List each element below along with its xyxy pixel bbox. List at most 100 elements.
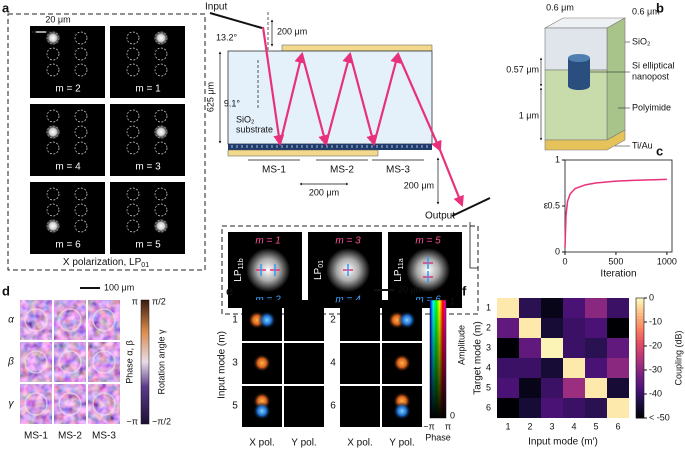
- heatmap-cell: [563, 318, 585, 338]
- heatmap-cell: [519, 358, 541, 378]
- scale-bar-label: 100 μm: [104, 282, 134, 292]
- mode-label: m = 6: [415, 295, 441, 306]
- colorbar-step: [636, 301, 644, 305]
- plot-frame: [564, 159, 673, 253]
- x-tick-label: 1000: [657, 256, 677, 266]
- colorbar-step: [636, 349, 644, 353]
- line: [209, 12, 263, 29]
- nanopost: [568, 58, 590, 86]
- heatmap-cell: [585, 318, 607, 338]
- mode-name: LP01: [313, 260, 325, 280]
- heatmap-cell: [519, 398, 541, 418]
- line: [348, 53, 378, 147]
- column-label: X pol.: [249, 438, 275, 449]
- panel-label: e: [226, 283, 233, 298]
- text-part: X polarization, LP: [63, 257, 142, 268]
- subscript: 01: [141, 262, 149, 269]
- substrate-label: SiO₂: [236, 114, 255, 124]
- colorbar-tick-label: -10: [649, 316, 662, 326]
- colorbar-tick-label: −π/2: [152, 416, 171, 426]
- heatmap-cell: [497, 358, 519, 378]
- colorbar-step: [636, 382, 644, 386]
- core-outline: [46, 187, 60, 201]
- core-outline: [126, 31, 140, 45]
- panel-label: b: [656, 0, 664, 15]
- layer-label: nanopost: [632, 71, 670, 81]
- x-tick-label: 2: [527, 421, 532, 431]
- x-tick-label: 6: [615, 421, 620, 431]
- colorbar-label: Amplitude: [456, 325, 466, 365]
- colorbar-tick-label: 1: [450, 296, 455, 306]
- heatmap-cell: [541, 358, 563, 378]
- colorbar-step: [636, 355, 644, 359]
- glow: [153, 218, 169, 234]
- glow: [398, 311, 416, 329]
- dimension-label: 200 μm: [404, 180, 434, 190]
- colorbar-label: Rotation angle γ: [156, 329, 166, 395]
- colorbar-tick-label: -20: [649, 340, 662, 350]
- colorbar-step: [636, 337, 644, 341]
- series-line: [564, 178, 667, 248]
- heatmap-cell: [563, 398, 585, 418]
- colorbar-step: [636, 373, 644, 377]
- glow: [246, 248, 290, 292]
- colorbar-tick-label: 0: [450, 410, 455, 420]
- glow: [153, 124, 169, 140]
- mode-image: [30, 104, 105, 176]
- line: [438, 149, 464, 208]
- y-tick-label: 0: [555, 246, 560, 256]
- heatmap-cell: [541, 338, 563, 358]
- colorbar-label: Phase: [425, 432, 451, 442]
- colorbar-step: [636, 391, 644, 395]
- line: [278, 51, 306, 145]
- mode-image: [110, 104, 185, 176]
- column-label: Y pol.: [389, 438, 414, 449]
- colorbar-step: [636, 346, 644, 350]
- mode-label: m = 4: [55, 162, 81, 173]
- heatmap-cell: [563, 338, 585, 358]
- core-outline: [74, 31, 88, 45]
- mode-label: m = 1: [135, 84, 161, 95]
- dimension-label: 200 μm: [309, 187, 339, 197]
- column-label: MS-3: [92, 431, 116, 442]
- core-outline: [126, 203, 140, 217]
- colorbar-step: [636, 394, 644, 398]
- core-outline: [74, 141, 88, 155]
- metal-strip: [227, 149, 379, 157]
- layer-label: Ti/Au: [632, 140, 653, 150]
- colorbar-step: [636, 340, 644, 344]
- colorbar-step: [636, 334, 644, 338]
- field-image: [340, 386, 380, 427]
- input-label: Input: [205, 2, 227, 13]
- colorbar-step: [636, 397, 644, 401]
- mode-label: m = 5: [415, 236, 441, 247]
- y-tick-label: 3: [486, 342, 491, 352]
- text-part: LP: [313, 267, 324, 280]
- output-label: Output: [425, 211, 455, 222]
- glow: [253, 402, 271, 420]
- heatmap-cell: [519, 338, 541, 358]
- heatmap-cell: [607, 378, 629, 398]
- subscript: 11b: [238, 258, 245, 269]
- core-outline: [126, 187, 140, 201]
- x-tick-label: 3: [549, 421, 554, 431]
- y-axis-label: ε: [544, 201, 549, 212]
- layer-label: Si elliptical: [632, 60, 675, 70]
- core-outline: [154, 47, 168, 61]
- core-outline: [46, 203, 60, 217]
- panel-label: a: [2, 0, 10, 15]
- heatmap-cell: [563, 378, 585, 398]
- y-tick-label: 4: [486, 362, 491, 372]
- phase-ring: [24, 392, 48, 416]
- heatmap-cell: [607, 318, 629, 338]
- glow: [568, 54, 590, 62]
- substrate-label: substrate: [236, 124, 273, 134]
- caption: X polarization, LP01: [63, 257, 149, 269]
- colorbar-step: [636, 379, 644, 383]
- metasurface-label: MS-2: [330, 165, 354, 176]
- heatmap-cell: [541, 398, 563, 418]
- colorbar-step: [636, 304, 644, 308]
- heatmap-cell: [541, 378, 563, 398]
- heatmap-cell: [497, 378, 519, 398]
- panel-label: d: [2, 283, 10, 298]
